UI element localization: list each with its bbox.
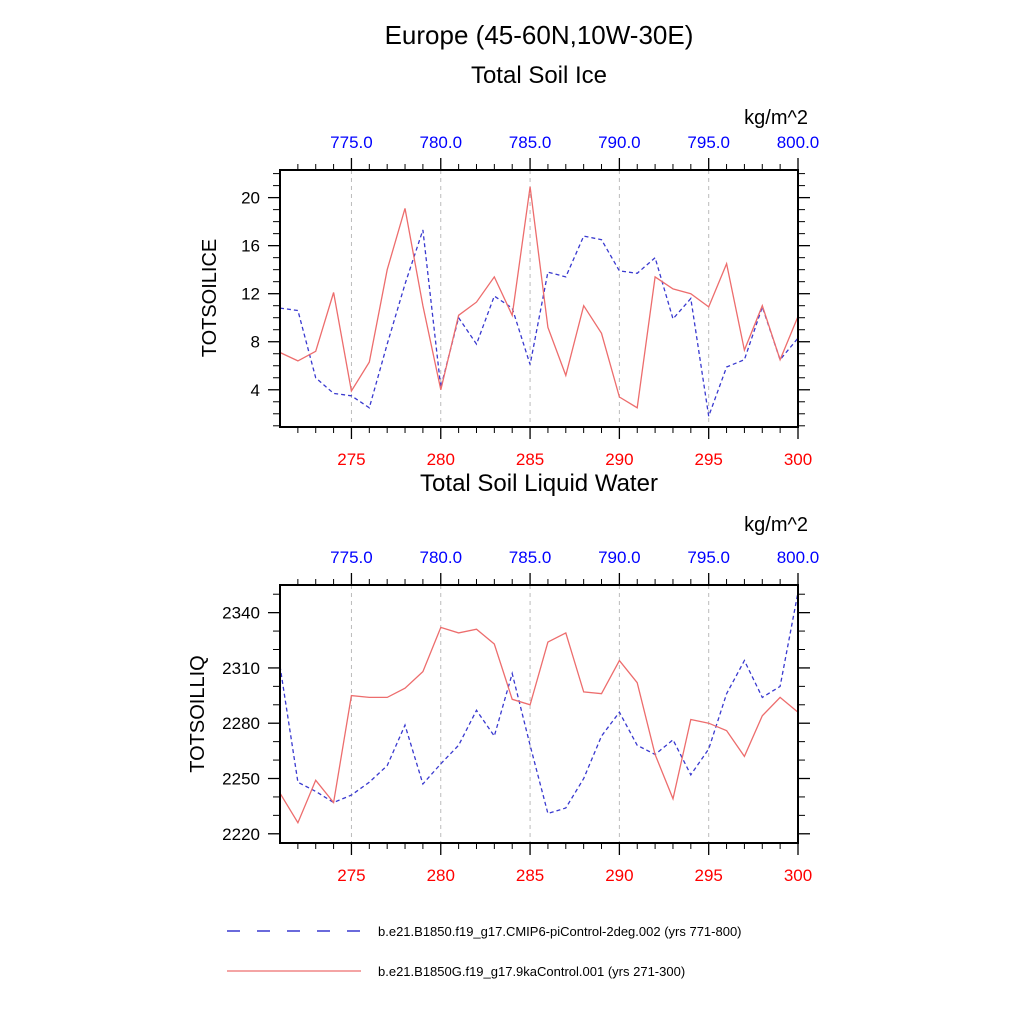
x-bottom-tick-label: 295 xyxy=(695,866,723,885)
legend-label-9kacontrol: b.e21.B1850G.f19_g17.9kaControl.001 (yrs… xyxy=(378,963,686,979)
plot-frame xyxy=(279,584,799,844)
legend-solid-line-sample xyxy=(227,970,361,972)
x-top-tick-label: 795.0 xyxy=(687,548,730,567)
x-top-tick-label: 780.0 xyxy=(419,548,462,567)
x-top-tick-label: 785.0 xyxy=(509,548,552,567)
panel-1: 275 775.0 280 780.0 285 785.0 290 790.0 295 795.0… xyxy=(241,133,819,469)
y-tick-label: 12 xyxy=(241,285,260,304)
x-bottom-tick-label: 275 xyxy=(337,450,365,469)
figure-main-title: Europe (45-60N,10W-30E) xyxy=(384,20,694,50)
x-top-tick-label: 800.0 xyxy=(777,133,820,152)
series-line-red xyxy=(279,186,799,409)
y-tick-label: 2340 xyxy=(222,604,260,623)
x-bottom-tick-label: 290 xyxy=(605,866,633,885)
y-tick-label: 8 xyxy=(251,333,260,352)
y-tick-label: 4 xyxy=(251,381,260,400)
x-bottom-tick-label: 290 xyxy=(605,450,633,469)
plot-frame xyxy=(279,169,799,428)
x-bottom-tick-label: 295 xyxy=(695,450,723,469)
legend-item-9kacontrol: b.e21.B1850G.f19_g17.9kaControl.001 (yrs… xyxy=(227,961,685,981)
x-top-tick-label: 795.0 xyxy=(687,133,730,152)
y-tick-label: 2310 xyxy=(222,659,260,678)
x-bottom-tick-label: 280 xyxy=(427,450,455,469)
panel1-units-label: kg/m^2 xyxy=(744,107,808,129)
series-line-blue xyxy=(279,592,799,815)
x-top-tick-label: 785.0 xyxy=(509,133,552,152)
y-tick-label: 2250 xyxy=(222,770,260,789)
y-tick-label: 2220 xyxy=(222,825,260,844)
panel1-title: Total Soil Ice xyxy=(470,62,608,89)
legend-item-picontrol: b.e21.B1850.f19_g17.CMIP6-piControl-2deg… xyxy=(227,921,742,941)
panel2-title: Total Soil Liquid Water xyxy=(420,470,658,497)
legend-dashed-line-sample xyxy=(227,930,361,932)
x-bottom-tick-label: 300 xyxy=(784,866,812,885)
panel-2: 275 775.0 280 780.0 285 785.0 290 790.0 295 795.0… xyxy=(222,548,819,885)
y-tick-label: 2280 xyxy=(222,714,260,733)
x-bottom-tick-label: 275 xyxy=(337,866,365,885)
x-bottom-tick-label: 280 xyxy=(427,866,455,885)
x-top-tick-label: 775.0 xyxy=(330,133,373,152)
series-line-blue xyxy=(279,229,799,417)
y-tick-label: 20 xyxy=(241,189,260,208)
x-bottom-tick-label: 285 xyxy=(516,450,544,469)
legend-label-picontrol: b.e21.B1850.f19_g17.CMIP6-piControl-2deg… xyxy=(378,923,742,939)
x-top-tick-label: 780.0 xyxy=(419,133,462,152)
x-top-tick-label: 790.0 xyxy=(598,548,641,567)
x-top-tick-label: 775.0 xyxy=(330,548,373,567)
x-bottom-tick-label: 300 xyxy=(784,450,812,469)
series-line-red xyxy=(279,626,799,825)
panel2-units-label: kg/m^2 xyxy=(744,514,808,536)
x-bottom-tick-label: 285 xyxy=(516,866,544,885)
x-top-tick-label: 800.0 xyxy=(777,548,820,567)
x-top-tick-label: 790.0 xyxy=(598,133,641,152)
y-tick-label: 16 xyxy=(241,237,260,256)
